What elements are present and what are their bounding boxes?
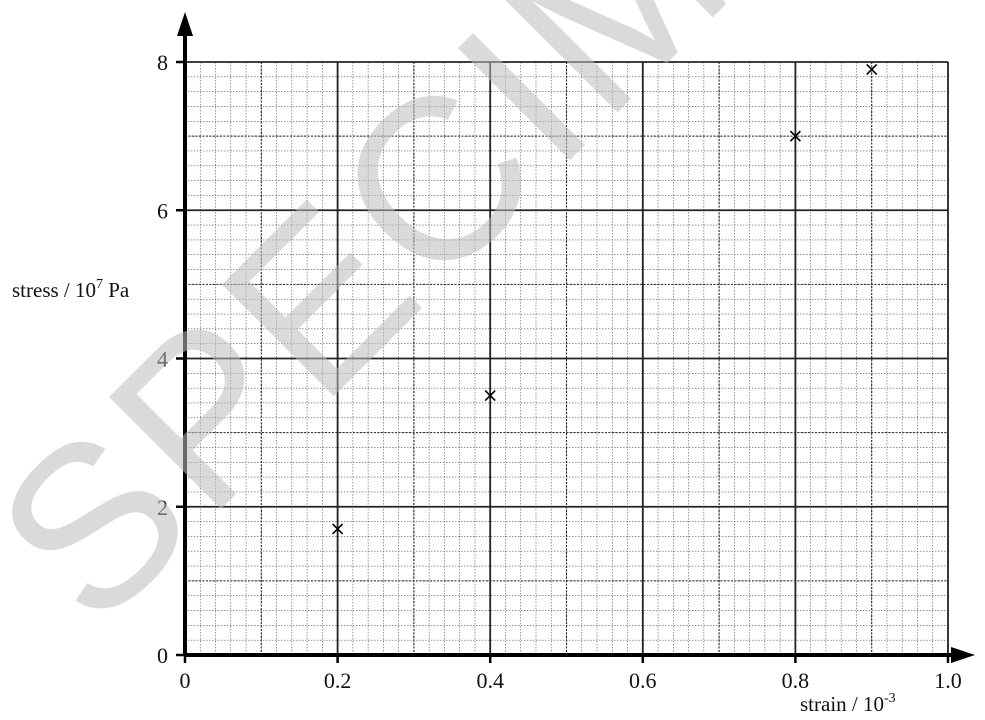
x-axis-arrowhead [951, 647, 975, 663]
y-axis-title-unit: Pa [103, 278, 130, 302]
data-point-marker [332, 523, 344, 535]
y-axis-title-superscript: 7 [96, 277, 103, 292]
data-point-marker [866, 63, 878, 75]
x-tick-label: 0 [180, 668, 191, 693]
data-point-marker [484, 389, 496, 402]
x-tick-label: 0.8 [782, 668, 810, 693]
specimen-watermark: SPECIMEN [0, 0, 985, 670]
x-axis-title: strain / 10-3 [800, 691, 896, 716]
tick-labels: 0 0.2 0.4 0.6 0.8 1.0 0 2 4 6 8 [157, 50, 962, 693]
x-axis-title-superscript: -3 [884, 691, 896, 706]
y-axis-title: stress / 107 Pa [12, 277, 130, 302]
y-tick-label: 2 [157, 495, 168, 520]
data-point-marker [789, 130, 801, 142]
x-tick-label: 0.2 [324, 668, 352, 693]
y-tick-label: 0 [157, 643, 168, 668]
major-grid [184, 61, 949, 656]
x-tick-label: 0.4 [476, 668, 504, 693]
data-points [332, 63, 878, 535]
x-axis-title-text: strain / 10 [800, 692, 884, 716]
y-tick-label: 8 [157, 50, 168, 75]
axis-ticks [176, 60, 950, 663]
y-axis-title-text: stress / 10 [12, 278, 96, 302]
x-tick-label: 1.0 [934, 668, 962, 693]
y-axis-arrowhead [177, 12, 193, 36]
y-tick-label: 4 [157, 347, 168, 372]
x-tick-label: 0.6 [629, 668, 657, 693]
y-tick-label: 6 [157, 198, 168, 223]
